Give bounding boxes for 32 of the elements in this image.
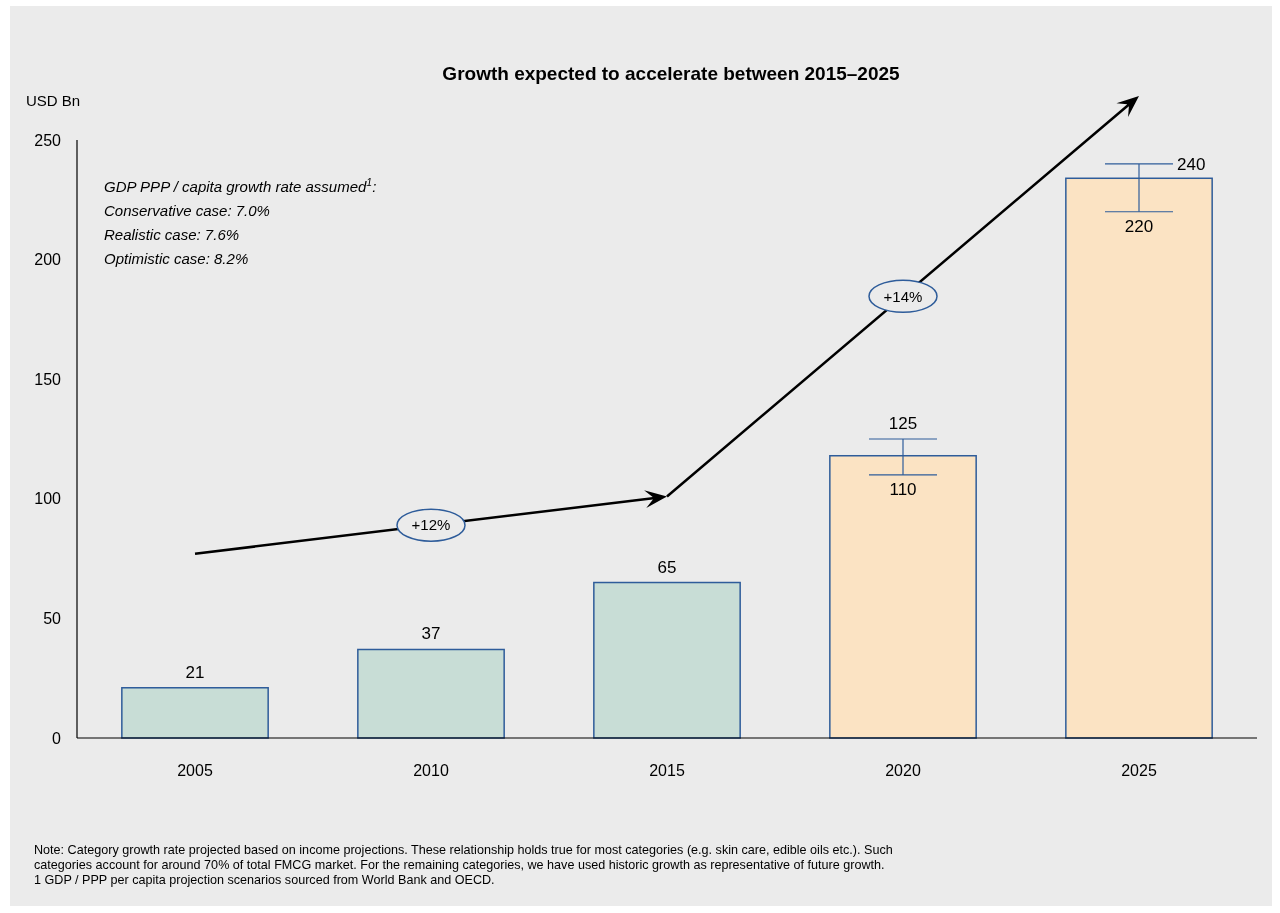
y-tick-label: 200	[34, 251, 62, 269]
annotation: Optimistic case: 8.2%	[104, 250, 249, 267]
x-tick-label: 2010	[413, 762, 449, 779]
annotation: 220	[1124, 216, 1154, 236]
annotation: 240	[1177, 154, 1206, 174]
y-tick-label: 0	[52, 729, 62, 747]
annotation: Conservative case: 7.0%	[104, 202, 270, 219]
annotation: +12%	[411, 516, 451, 534]
y-tick-label: 250	[34, 131, 62, 149]
data-label: 21	[185, 662, 205, 682]
y-tick-label: 50	[43, 610, 62, 627]
x-tick-label: 2015	[649, 762, 685, 779]
chart-title: Growth expected to accelerate between 2015–2025	[442, 63, 901, 84]
data-label: 37	[421, 624, 441, 644]
data-label: 65	[657, 557, 677, 577]
annotation: 125	[888, 414, 918, 433]
bar	[357, 648, 505, 739]
x-tick-label: 2025	[1121, 762, 1157, 779]
annotation: +14%	[883, 287, 923, 305]
text: 1 GDP / PPP per capita projection scenarios sourced from World Bank and OECD.	[34, 873, 495, 887]
text: categories account for around 70% of total FMCG market. For the remaining categories, we have used historic growth as representative of future growth.	[34, 858, 885, 872]
y-tick-label: 100	[34, 490, 62, 508]
bar	[593, 581, 741, 739]
annotation: Realistic case: 7.6%	[104, 226, 240, 243]
y-axis-title: USD Bn	[26, 92, 81, 109]
text: Note: Category growth rate projected based on income projections. These relationship holds true for most categories (e.g. skin care, edible oils etc.). Such	[34, 843, 893, 857]
y-tick-label: 150	[34, 370, 62, 388]
bar	[121, 687, 269, 739]
x-tick-label: 2005	[177, 762, 213, 779]
x-tick-label: 2020	[885, 762, 921, 779]
annotation: GDP PPP / capita growth rate assumed$^{1}$:	[104, 176, 377, 195]
annotation: 110	[889, 479, 917, 499]
